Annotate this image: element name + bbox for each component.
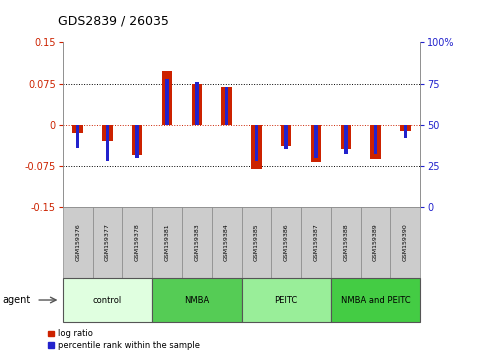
- Bar: [106, 125, 109, 161]
- Bar: [344, 125, 348, 154]
- Text: GSM159387: GSM159387: [313, 224, 318, 261]
- Bar: [374, 125, 377, 154]
- Text: GSM159385: GSM159385: [254, 224, 259, 261]
- Text: GSM159381: GSM159381: [165, 224, 170, 261]
- Text: GSM159383: GSM159383: [194, 224, 199, 261]
- Bar: [284, 125, 288, 149]
- Legend: log ratio, percentile rank within the sample: log ratio, percentile rank within the sa…: [48, 329, 199, 350]
- Bar: [102, 125, 113, 141]
- Bar: [132, 125, 142, 155]
- Text: NMBA and PEITC: NMBA and PEITC: [341, 296, 411, 304]
- Text: GSM159386: GSM159386: [284, 224, 289, 261]
- Text: PEITC: PEITC: [274, 296, 298, 304]
- Text: GSM159377: GSM159377: [105, 224, 110, 261]
- Text: GSM159376: GSM159376: [75, 224, 80, 261]
- Bar: [195, 82, 199, 125]
- Text: GSM159384: GSM159384: [224, 224, 229, 261]
- Bar: [225, 87, 228, 125]
- Text: control: control: [93, 296, 122, 304]
- Bar: [400, 125, 411, 131]
- Bar: [192, 84, 202, 125]
- Bar: [76, 125, 80, 148]
- Text: GSM159378: GSM159378: [135, 224, 140, 261]
- Text: agent: agent: [2, 295, 30, 305]
- Bar: [135, 125, 139, 158]
- Bar: [162, 71, 172, 125]
- Bar: [255, 125, 258, 161]
- Bar: [311, 125, 321, 162]
- Bar: [165, 79, 169, 125]
- Bar: [314, 125, 318, 158]
- Bar: [221, 87, 232, 125]
- Bar: [341, 125, 351, 149]
- Text: NMBA: NMBA: [184, 296, 210, 304]
- Bar: [251, 125, 262, 169]
- Text: GDS2839 / 26035: GDS2839 / 26035: [58, 14, 169, 27]
- Text: GSM159389: GSM159389: [373, 224, 378, 261]
- Bar: [370, 125, 381, 159]
- Text: GSM159388: GSM159388: [343, 224, 348, 261]
- Text: GSM159390: GSM159390: [403, 224, 408, 261]
- Bar: [403, 125, 407, 138]
- Bar: [72, 125, 83, 133]
- Bar: [281, 125, 291, 145]
